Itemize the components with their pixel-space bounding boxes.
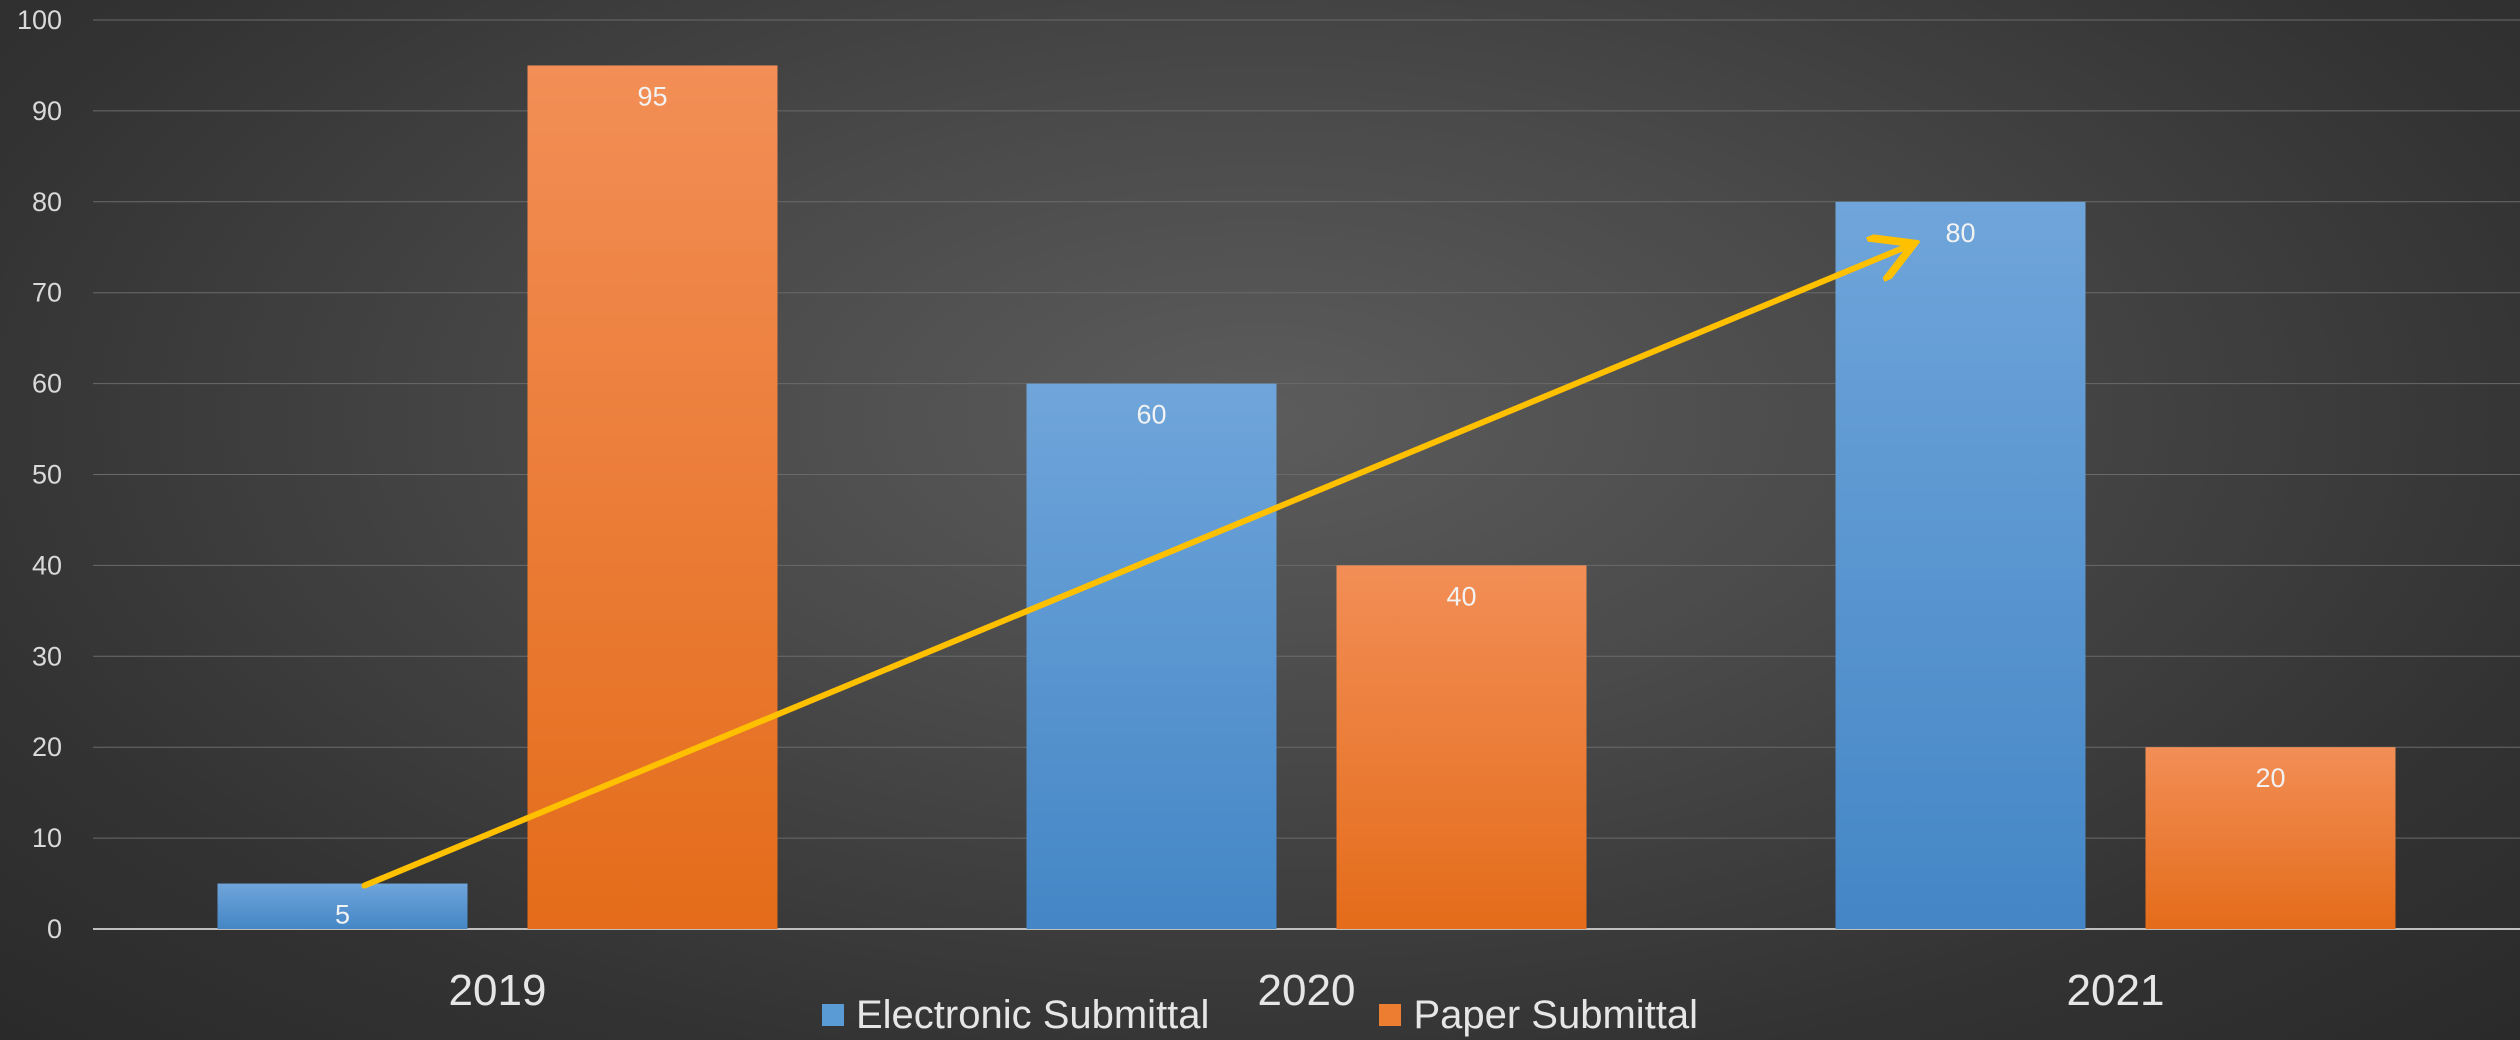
legend-label-electronic: Electronic Submittal [855, 992, 1210, 1037]
trend-arrow-annotation [361, 246, 1909, 889]
data-label-paper-submittal-2019: 95 [637, 81, 667, 111]
bar-paper-submittal-2021 [2145, 747, 2396, 929]
y-tick-label-0: 0 [47, 914, 62, 944]
x-tick-label-2019: 2019 [449, 966, 547, 1015]
y-tick-label-80: 80 [32, 187, 62, 217]
y-axis: 0 10 20 30 40 50 60 70 80 90 100 [17, 5, 2520, 944]
data-label-electronic-submittal-2021: 80 [1945, 218, 1975, 248]
legend: Electronic Submittal Paper Submittal [0, 990, 2520, 1040]
bar-paper-submittal-2020 [1336, 565, 1587, 929]
bar-paper-submittal-2019 [527, 65, 778, 929]
data-labels: 5 95 60 40 80 20 [335, 81, 2286, 929]
y-tick-label-70: 70 [32, 278, 62, 308]
legend-swatch-electronic [821, 1004, 844, 1026]
legend-item-electronic: Electronic Submittal [821, 992, 1210, 1038]
legend-item-paper: Paper Submittal [1379, 993, 1698, 1038]
data-label-paper-submittal-2020: 40 [1446, 581, 1476, 611]
y-tick-label-90: 90 [32, 96, 62, 126]
bar-electronic-submittal-2019 [217, 883, 468, 929]
y-tick-label-40: 40 [32, 550, 62, 580]
y-tick-label-20: 20 [32, 732, 62, 762]
bar-electronic-submittal-2021 [1835, 201, 2086, 930]
legend-label-paper: Paper Submittal [1413, 992, 1699, 1037]
gridlines [93, 19, 2520, 839]
y-tick-label-100: 100 [17, 5, 62, 35]
bar-electronic-submittal-2020 [1026, 383, 1277, 930]
data-label-electronic-submittal-2019: 5 [335, 900, 350, 930]
bars [217, 65, 2396, 930]
data-label-electronic-submittal-2020: 60 [1136, 400, 1166, 430]
y-tick-label-10: 10 [32, 823, 62, 853]
y-tick-label-60: 60 [32, 369, 62, 399]
x-axis: 2019 2020 2021 [449, 966, 2165, 1015]
x-tick-label-2020: 2020 [1258, 966, 1356, 1015]
trend-arrow [361, 246, 1909, 889]
y-tick-label-50: 50 [32, 460, 62, 490]
legend-swatch-paper [1379, 1004, 1402, 1026]
x-tick-label-2021: 2021 [2067, 966, 2165, 1015]
data-label-paper-submittal-2021: 20 [2255, 763, 2285, 793]
y-tick-label-30: 30 [32, 641, 62, 671]
